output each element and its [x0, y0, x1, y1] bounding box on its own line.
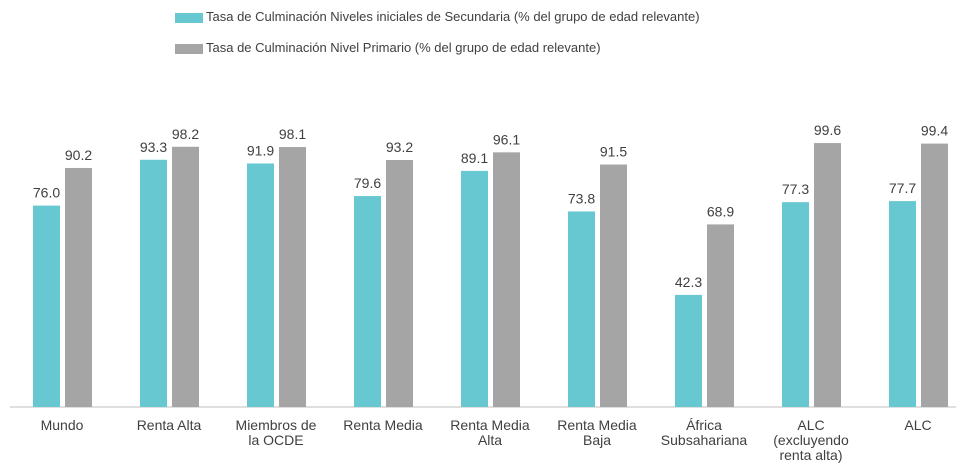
data-label: 90.2 — [65, 147, 92, 163]
bar — [568, 211, 595, 407]
x-tick-label: Renta Alta — [136, 417, 202, 433]
bar — [33, 205, 60, 407]
x-tick-label: Miembros de la OCDE — [235, 417, 317, 448]
bar — [386, 160, 413, 407]
data-label: 98.1 — [279, 126, 306, 142]
legend-label: Tasa de Culminación Niveles iniciales de… — [206, 9, 700, 24]
bar — [172, 146, 199, 407]
bar — [889, 201, 916, 407]
data-label: 89.1 — [461, 150, 488, 166]
x-tick-label: Mundo — [40, 417, 84, 433]
legend-swatch — [175, 13, 203, 23]
x-tick-label: ALC — [904, 417, 932, 433]
data-label: 73.8 — [568, 190, 595, 206]
data-label: 99.4 — [921, 123, 948, 139]
x-tick-label: ALC (excluyendo renta alta) — [773, 417, 849, 463]
bar — [461, 170, 488, 407]
data-label: 76.0 — [33, 185, 60, 201]
data-label: 68.9 — [707, 203, 734, 219]
bar — [493, 152, 520, 407]
data-label: 77.3 — [782, 181, 809, 197]
data-label: 42.3 — [675, 274, 702, 290]
bar — [247, 163, 274, 407]
data-label: 99.6 — [814, 122, 841, 138]
bar — [921, 143, 948, 407]
data-label: 98.2 — [172, 126, 199, 142]
bar — [65, 167, 92, 407]
x-tick-label: Renta Media Baja — [557, 417, 637, 448]
data-label: 93.3 — [140, 139, 167, 155]
bar — [140, 159, 167, 407]
data-label: 93.2 — [386, 139, 413, 155]
x-tick-label: Renta Media — [343, 417, 423, 433]
data-label: 91.9 — [247, 142, 274, 158]
x-tick-label: Renta Media Alta — [450, 417, 530, 448]
bar — [354, 196, 381, 407]
bar — [814, 143, 841, 407]
bar — [782, 202, 809, 407]
bar — [707, 224, 734, 407]
legend-swatch — [175, 44, 203, 54]
data-label: 91.5 — [600, 144, 627, 160]
bar — [675, 294, 702, 407]
data-label: 96.1 — [493, 131, 520, 147]
data-label: 77.7 — [889, 180, 916, 196]
legend-label: Tasa de Culminación Nivel Primario (% de… — [206, 40, 601, 55]
bar — [600, 164, 627, 407]
bar — [279, 147, 306, 407]
data-label: 79.6 — [354, 175, 381, 191]
x-tick-label: África Subsahariana — [660, 417, 748, 448]
